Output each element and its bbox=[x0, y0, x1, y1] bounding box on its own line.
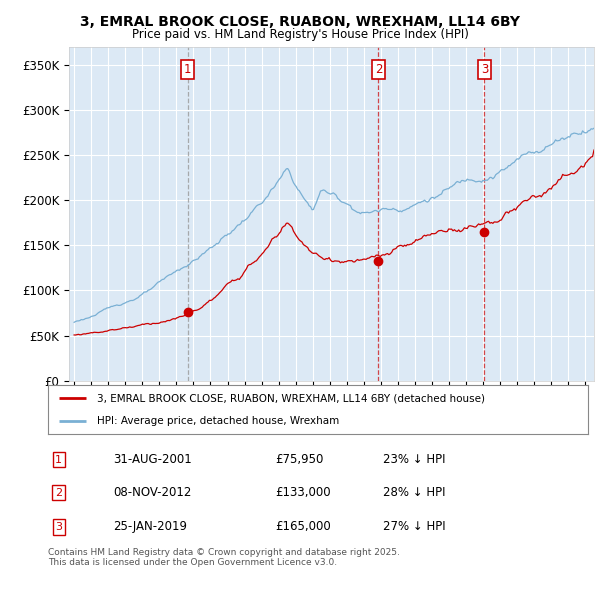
Text: 3, EMRAL BROOK CLOSE, RUABON, WREXHAM, LL14 6BY (detached house): 3, EMRAL BROOK CLOSE, RUABON, WREXHAM, L… bbox=[97, 394, 485, 404]
Text: 1: 1 bbox=[184, 63, 191, 76]
Text: 2: 2 bbox=[55, 488, 62, 498]
Text: £133,000: £133,000 bbox=[275, 486, 331, 499]
Text: Contains HM Land Registry data © Crown copyright and database right 2025.
This d: Contains HM Land Registry data © Crown c… bbox=[48, 548, 400, 567]
Text: 27% ↓ HPI: 27% ↓ HPI bbox=[383, 520, 445, 533]
Text: 25-JAN-2019: 25-JAN-2019 bbox=[113, 520, 187, 533]
Text: £165,000: £165,000 bbox=[275, 520, 331, 533]
Text: 3: 3 bbox=[481, 63, 488, 76]
Text: 08-NOV-2012: 08-NOV-2012 bbox=[113, 486, 191, 499]
Text: 2: 2 bbox=[374, 63, 382, 76]
Text: 28% ↓ HPI: 28% ↓ HPI bbox=[383, 486, 445, 499]
Text: 3, EMRAL BROOK CLOSE, RUABON, WREXHAM, LL14 6BY: 3, EMRAL BROOK CLOSE, RUABON, WREXHAM, L… bbox=[80, 15, 520, 29]
Text: 23% ↓ HPI: 23% ↓ HPI bbox=[383, 453, 445, 466]
Text: 3: 3 bbox=[55, 522, 62, 532]
Text: 1: 1 bbox=[55, 455, 62, 464]
Text: £75,950: £75,950 bbox=[275, 453, 323, 466]
Text: 31-AUG-2001: 31-AUG-2001 bbox=[113, 453, 191, 466]
Text: Price paid vs. HM Land Registry's House Price Index (HPI): Price paid vs. HM Land Registry's House … bbox=[131, 28, 469, 41]
Text: HPI: Average price, detached house, Wrexham: HPI: Average price, detached house, Wrex… bbox=[97, 415, 339, 425]
